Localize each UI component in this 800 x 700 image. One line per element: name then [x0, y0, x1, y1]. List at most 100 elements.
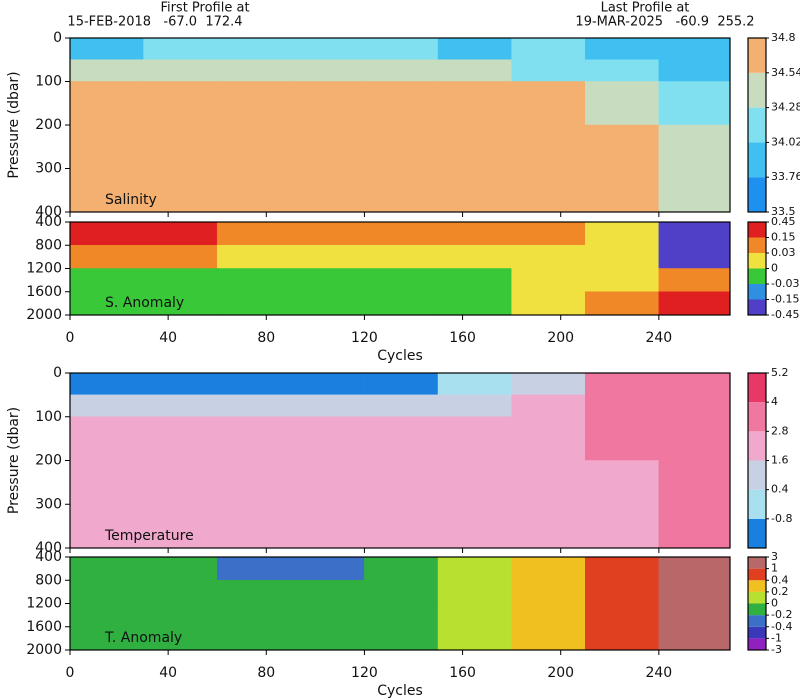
cell: [658, 81, 731, 126]
cell: [69, 372, 144, 396]
cell: [216, 580, 292, 604]
colorbar-label: 0.15: [771, 231, 796, 244]
cell: [364, 37, 439, 60]
cell: [658, 268, 731, 292]
colorbar-segment: [748, 580, 766, 592]
colorbar-label: -0.03: [771, 277, 799, 290]
cell: [511, 81, 586, 126]
cell: [69, 603, 144, 627]
y-tick-label: 1600: [26, 619, 62, 635]
cell: [290, 221, 365, 246]
colorbar-segment: [748, 626, 766, 639]
x-tick-label: 120: [351, 330, 378, 346]
cell: [216, 245, 292, 269]
cell: [143, 59, 218, 82]
colorbar-label: 0.4: [771, 573, 789, 586]
x-tick-label: 80: [257, 665, 275, 681]
y-tick-label: 800: [35, 237, 62, 253]
cell: [364, 291, 439, 316]
cell: [511, 416, 586, 461]
colorbar-label: 1.6: [771, 454, 789, 467]
cell: [143, 268, 218, 292]
y-tick-label: 300: [35, 161, 62, 177]
cell: [364, 603, 439, 627]
cell: [216, 626, 292, 651]
y-tick-label: 2000: [26, 307, 62, 323]
colorbar-segment: [748, 38, 766, 73]
cell: [290, 245, 365, 269]
colorbar-label: -0.2: [771, 608, 792, 621]
cell: [364, 626, 439, 651]
x-tick-label: 200: [547, 330, 574, 346]
colorbar-label: 4: [771, 395, 778, 408]
cell: [584, 372, 660, 396]
cell: [511, 372, 586, 396]
colorbar-segment: [748, 557, 766, 569]
cell: [658, 580, 731, 604]
cell: [290, 460, 365, 549]
cell: [69, 460, 144, 549]
cell: [364, 124, 439, 213]
cell: [437, 221, 512, 246]
cell: [290, 268, 365, 292]
y-tick-label: 400: [35, 540, 62, 556]
cell: [290, 124, 365, 213]
cell: [511, 268, 586, 292]
cell: [290, 626, 365, 651]
cell: [584, 268, 660, 292]
cell: [511, 124, 586, 213]
cell: [290, 556, 365, 581]
colorbar-label: 3: [771, 550, 778, 563]
cell: [290, 81, 365, 126]
cell: [364, 394, 439, 417]
cell: [216, 124, 292, 213]
y-tick-label: 100: [35, 409, 62, 425]
y-tick-label: 0: [53, 30, 62, 46]
first-info: 15-FEB-2018 -67.0 172.4: [67, 15, 242, 30]
y-tick-label: 0: [53, 365, 62, 381]
cell: [511, 221, 586, 246]
x-tick-label: 0: [66, 665, 75, 681]
colorbar-label: 1: [771, 562, 778, 575]
cell: [69, 416, 144, 461]
cell: [143, 221, 218, 246]
cell: [290, 580, 365, 604]
y-tick-label: 800: [35, 572, 62, 588]
cell: [658, 124, 731, 213]
cell: [511, 245, 586, 269]
y-tick-label: 1600: [26, 284, 62, 300]
cell: [584, 221, 660, 246]
y-axis-label: Pressure (dbar): [6, 71, 22, 178]
x-tick-label: 0: [66, 330, 75, 346]
cell: [290, 37, 365, 60]
cell: [511, 603, 586, 627]
cell: [364, 580, 439, 604]
cell: [69, 37, 144, 60]
cell: [364, 556, 439, 581]
cell: [216, 394, 292, 417]
cell: [216, 603, 292, 627]
cell: [216, 372, 292, 396]
cell: [290, 372, 365, 396]
cell: [437, 245, 512, 269]
colorbar-segment: [748, 284, 766, 300]
cell: [364, 372, 439, 396]
y-tick-label: 1200: [26, 596, 62, 612]
cell: [658, 59, 731, 82]
x-axis-label: Cycles: [377, 683, 423, 699]
cell: [437, 124, 512, 213]
y-tick-label: 200: [35, 453, 62, 469]
cell: [658, 416, 731, 461]
cell: [290, 291, 365, 316]
cell: [216, 37, 292, 60]
colorbar-label: 5.2: [771, 366, 789, 379]
cell: [437, 37, 512, 60]
cell: [658, 37, 731, 60]
cell: [437, 372, 512, 396]
cell: [658, 245, 731, 269]
cell: [69, 221, 144, 246]
cell: [511, 59, 586, 82]
panel-label: S. Anomaly: [105, 295, 184, 311]
colorbar-segment: [748, 638, 766, 650]
